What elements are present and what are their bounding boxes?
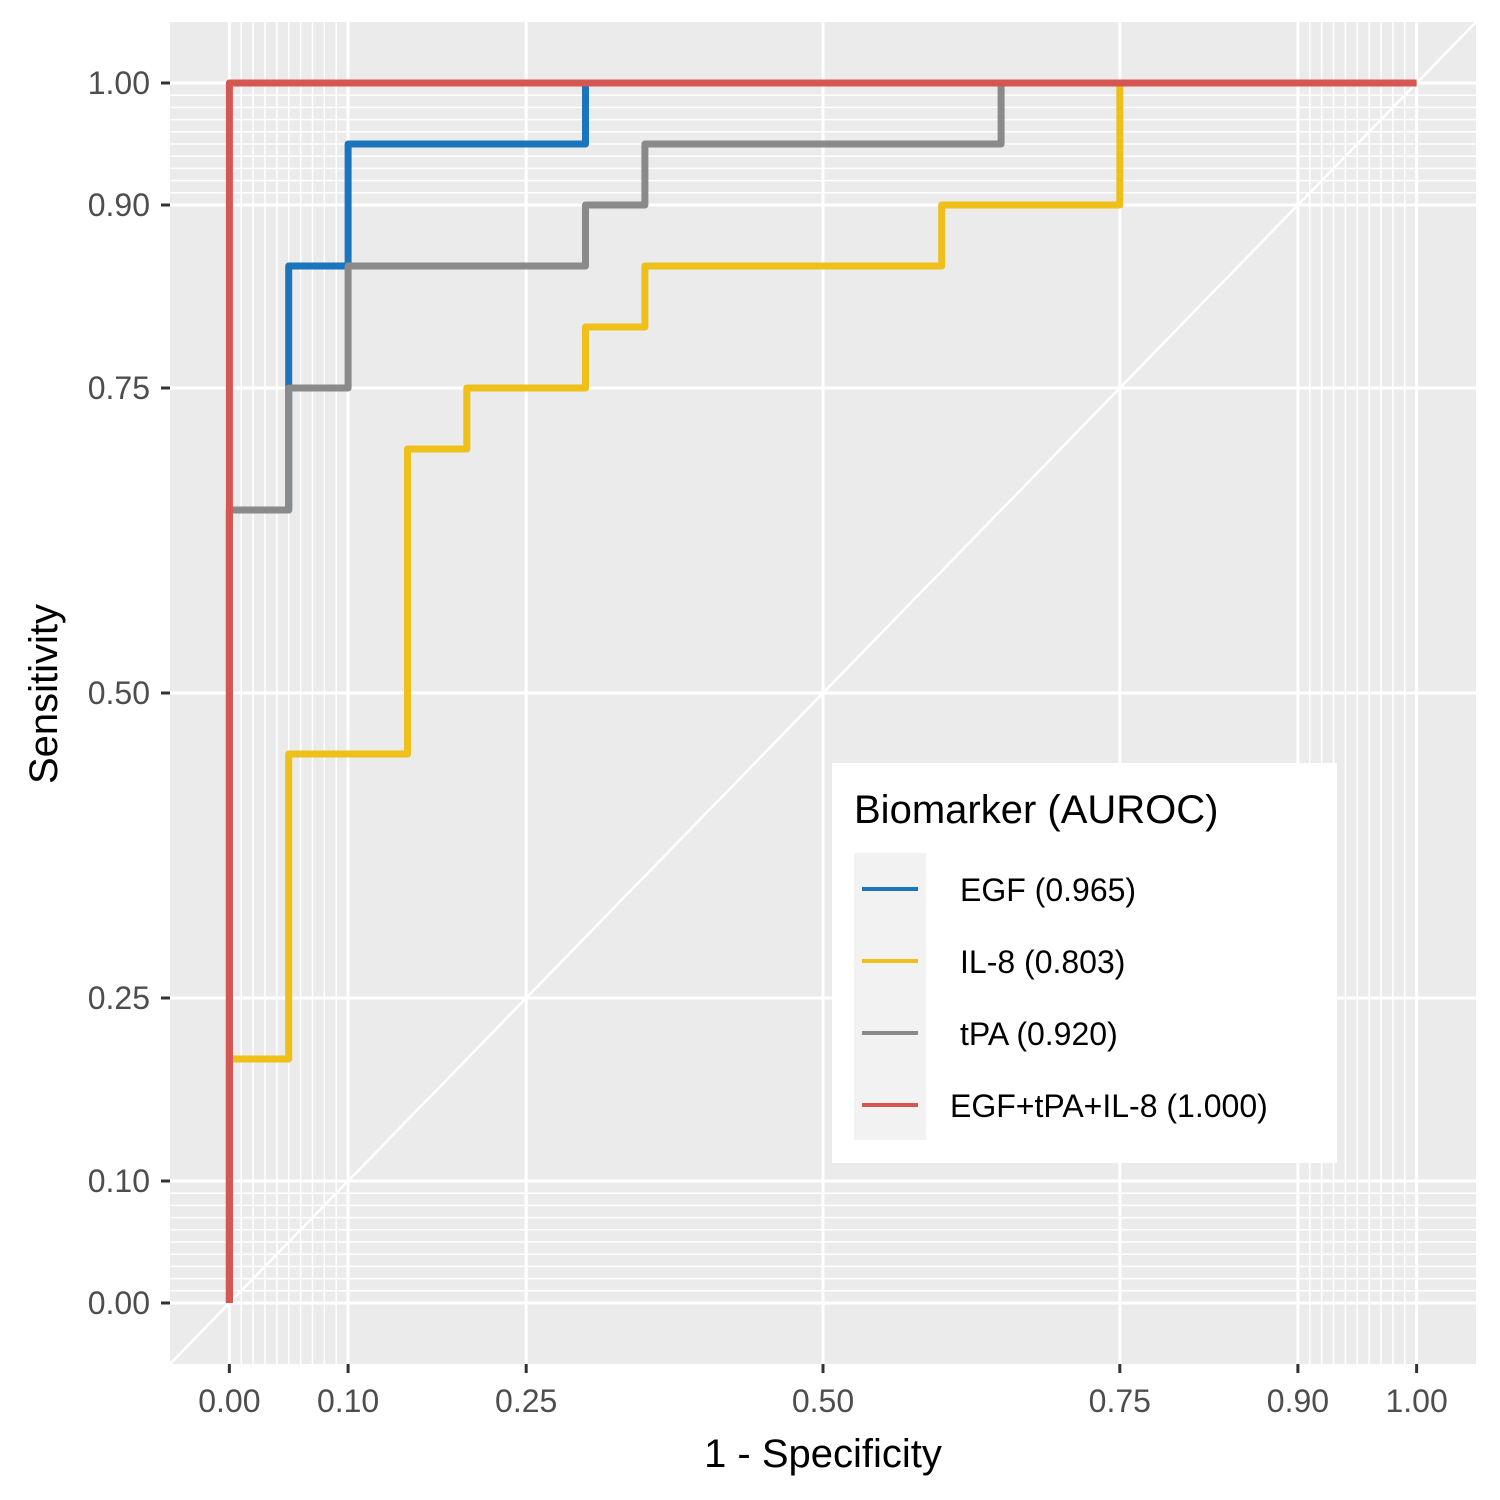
y-axis: 0.00 0.10 0.25 0.50 0.75 0.90 1.00 [88, 65, 170, 1321]
legend-item-label: EGF+tPA+IL-8 (1.000) [950, 1088, 1268, 1124]
roc-curves [225, 79, 1417, 1303]
x-axis: 0.00 0.10 0.25 0.50 0.75 0.90 1.00 [198, 1364, 1448, 1419]
legend-item-label: IL-8 (0.803) [960, 944, 1125, 980]
legend-item: EGF+tPA+IL-8 (1.000) [862, 1088, 1268, 1124]
x-tick-label: 1.00 [1385, 1383, 1447, 1419]
legend-keys-background [854, 853, 926, 1140]
y-tick-label: 0.75 [88, 370, 150, 406]
y-tick-label: 0.50 [88, 675, 150, 711]
legend-item-label: EGF (0.965) [960, 872, 1136, 908]
y-tick-label: 0.00 [88, 1285, 150, 1321]
y-tick-label: 1.00 [88, 65, 150, 101]
x-tick-label: 0.25 [495, 1383, 557, 1419]
x-tick-label: 0.50 [792, 1383, 854, 1419]
reference-diagonal-line [169, 21, 1477, 1365]
legend-item: EGF (0.965) [862, 872, 1136, 908]
x-axis-title: 1 - Specificity [704, 1432, 942, 1476]
roc-curve-2 [225, 83, 1005, 1303]
y-tick-label: 0.90 [88, 187, 150, 223]
y-tick-label: 0.25 [88, 980, 150, 1016]
x-tick-label: 0.10 [317, 1383, 379, 1419]
x-tick-label: 0.90 [1267, 1383, 1329, 1419]
legend-title: Biomarker (AUROC) [854, 788, 1218, 832]
y-axis-title: Sensitivity [22, 604, 66, 784]
x-tick-label: 0.75 [1089, 1383, 1151, 1419]
y-tick-label: 0.10 [88, 1163, 150, 1199]
x-tick-label: 0.00 [198, 1383, 260, 1419]
legend-item-label: tPA (0.920) [960, 1016, 1118, 1052]
roc-curve-3 [225, 79, 1417, 1303]
legend: Biomarker (AUROC) EGF (0.965) IL-8 (0.803… [832, 763, 1337, 1163]
legend-item: tPA (0.920) [862, 1016, 1118, 1052]
roc-curve-1 [225, 79, 1417, 1303]
legend-item: IL-8 (0.803) [862, 944, 1125, 980]
